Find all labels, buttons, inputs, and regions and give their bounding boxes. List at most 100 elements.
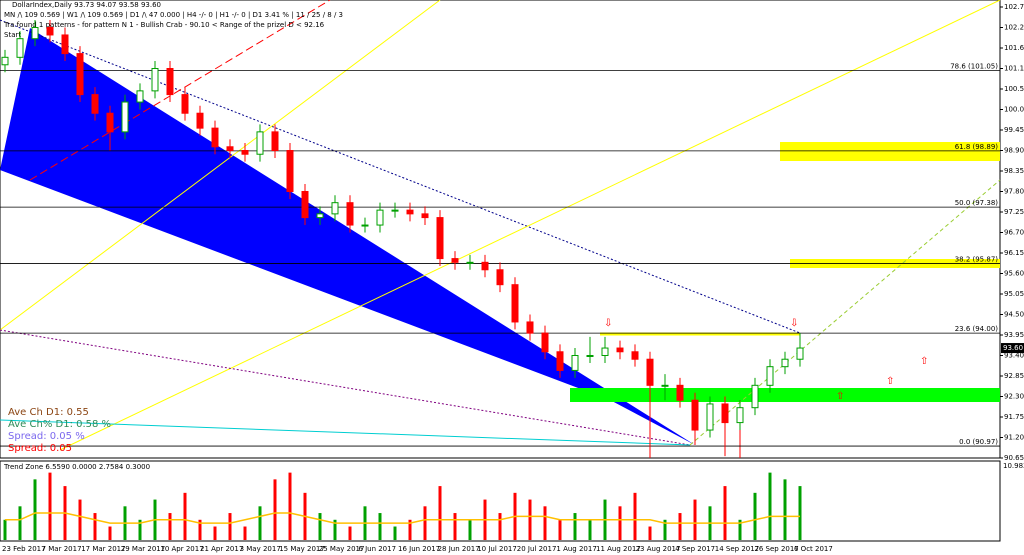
candle-body bbox=[451, 258, 459, 263]
candle-body bbox=[106, 112, 114, 133]
candle-body bbox=[706, 403, 714, 431]
channel-line bbox=[0, 329, 691, 446]
target-zone bbox=[570, 388, 1000, 402]
y-tick-label: 100.55 bbox=[1004, 85, 1024, 93]
histogram-bar bbox=[108, 526, 112, 540]
candle-body bbox=[301, 191, 309, 219]
candle-body bbox=[46, 27, 54, 36]
y-tick-label: 98.35 bbox=[1004, 167, 1024, 175]
y-tick-label: 102.75 bbox=[1004, 3, 1024, 11]
y-tick-label: 93.95 bbox=[1004, 331, 1024, 339]
histogram-bar bbox=[663, 519, 667, 540]
y-tick-label: 99.45 bbox=[1004, 126, 1024, 134]
histogram-bar bbox=[48, 472, 52, 540]
info-text: Ave Ch D1: 0.55 bbox=[8, 407, 89, 418]
histogram-bar bbox=[318, 513, 322, 540]
histogram-bar bbox=[168, 513, 172, 540]
candle-body bbox=[796, 347, 804, 360]
x-tick-label: 20 Jul 2017 bbox=[517, 545, 557, 553]
x-tick-label: 28 Jun 2017 bbox=[438, 545, 480, 553]
x-tick-label: 29 Mar 2017 bbox=[121, 545, 165, 553]
histogram-bar bbox=[738, 519, 742, 540]
candle-body bbox=[181, 94, 189, 114]
candle-body bbox=[151, 68, 159, 92]
channel-line bbox=[0, 419, 691, 446]
histogram-bar bbox=[543, 506, 547, 540]
candle-body bbox=[211, 127, 219, 148]
arrow: ⇩ bbox=[790, 318, 798, 329]
histogram-bar bbox=[198, 519, 202, 540]
candle-body bbox=[271, 131, 279, 151]
channel-line bbox=[0, 0, 441, 331]
x-tick-label: 16 Jun 2017 bbox=[398, 545, 440, 553]
pattern-wedge bbox=[0, 28, 695, 445]
histogram-bar bbox=[453, 513, 457, 540]
candle-body bbox=[406, 209, 414, 215]
candle-body bbox=[466, 261, 474, 264]
level-label: 0.0 (90.97) bbox=[959, 438, 998, 446]
y-tick-label: 102.20 bbox=[1004, 24, 1024, 32]
histogram-bar bbox=[78, 499, 82, 540]
candle-body bbox=[661, 384, 669, 387]
candle-body bbox=[391, 209, 399, 212]
histogram-bar bbox=[588, 519, 592, 540]
histogram-bar bbox=[378, 513, 382, 540]
histogram-bar bbox=[348, 526, 352, 540]
candle-body bbox=[721, 403, 729, 424]
candle-body bbox=[136, 90, 144, 103]
y-tick-label: 90.65 bbox=[1004, 454, 1024, 462]
info-text: Ave Ch% D1: 0.58 % bbox=[8, 419, 111, 430]
candle-body bbox=[571, 355, 579, 371]
x-tick-label: 14 Sep 2017 bbox=[715, 545, 759, 553]
level-label: 38.2 (95.87) bbox=[955, 255, 999, 263]
histogram-bar bbox=[618, 506, 622, 540]
histogram-bar bbox=[753, 492, 757, 540]
candle-body bbox=[196, 112, 204, 129]
level-label: 23.6 (94.00) bbox=[955, 325, 999, 333]
info-text: Spread: 0.05 % bbox=[8, 431, 85, 442]
candle-body bbox=[511, 284, 519, 323]
x-tick-label: 25 May 2017 bbox=[319, 545, 365, 553]
y-tick-label: 95.05 bbox=[1004, 290, 1024, 298]
indicator-title: Trend Zone 6.5590 0.0000 2.7584 0.3000 bbox=[3, 463, 150, 471]
candle-body bbox=[91, 94, 99, 114]
arrow: ⇩ bbox=[604, 318, 612, 329]
y-tick-label: 95.60 bbox=[1004, 270, 1024, 278]
header-text: MN /\ 109 0.569 | W1 /\ 109 0.569 | D1 /… bbox=[4, 11, 343, 19]
candle-body bbox=[646, 358, 654, 386]
price-box bbox=[1001, 343, 1024, 354]
x-tick-label: 10 Apr 2017 bbox=[160, 545, 203, 553]
histogram-bar bbox=[243, 526, 247, 540]
header-text: Start bbox=[4, 31, 21, 39]
x-tick-label: 6 Oct 2017 bbox=[794, 545, 833, 553]
histogram-bar bbox=[333, 519, 337, 540]
y-tick-label: 94.50 bbox=[1004, 311, 1024, 319]
candle-body bbox=[766, 366, 774, 386]
fib-zone bbox=[780, 142, 1000, 161]
y-tick-label: 98.90 bbox=[1004, 147, 1024, 155]
histogram-bar bbox=[528, 499, 532, 540]
x-tick-label: 10 Jul 2017 bbox=[477, 545, 517, 553]
candle-body bbox=[631, 351, 639, 360]
histogram-bar bbox=[633, 492, 637, 540]
candle-body bbox=[586, 355, 594, 357]
price-label: 93.60 bbox=[1003, 344, 1023, 352]
y-tick-label: 97.25 bbox=[1004, 208, 1024, 216]
histogram-bar bbox=[573, 513, 577, 540]
x-tick-label: 26 Sep 2017 bbox=[754, 545, 798, 553]
header-text: DollarIndex,Daily 93.73 94.07 93.58 93.6… bbox=[12, 1, 161, 9]
histogram-bar bbox=[138, 519, 142, 540]
info-text: Spread: 0.05 bbox=[8, 443, 72, 454]
histogram-bar bbox=[783, 479, 787, 540]
histogram-bar bbox=[228, 513, 232, 540]
candle-body bbox=[421, 213, 429, 219]
channel-line bbox=[29, 0, 331, 181]
histogram-bar bbox=[273, 479, 277, 540]
level-label: 78.6 (101.05) bbox=[950, 62, 998, 70]
x-tick-label: 17 Mar 2017 bbox=[81, 545, 125, 553]
trend-line bbox=[0, 19, 801, 334]
indicator-line bbox=[5, 512, 800, 524]
histogram-bar bbox=[408, 519, 412, 540]
histogram-bar bbox=[798, 486, 802, 540]
